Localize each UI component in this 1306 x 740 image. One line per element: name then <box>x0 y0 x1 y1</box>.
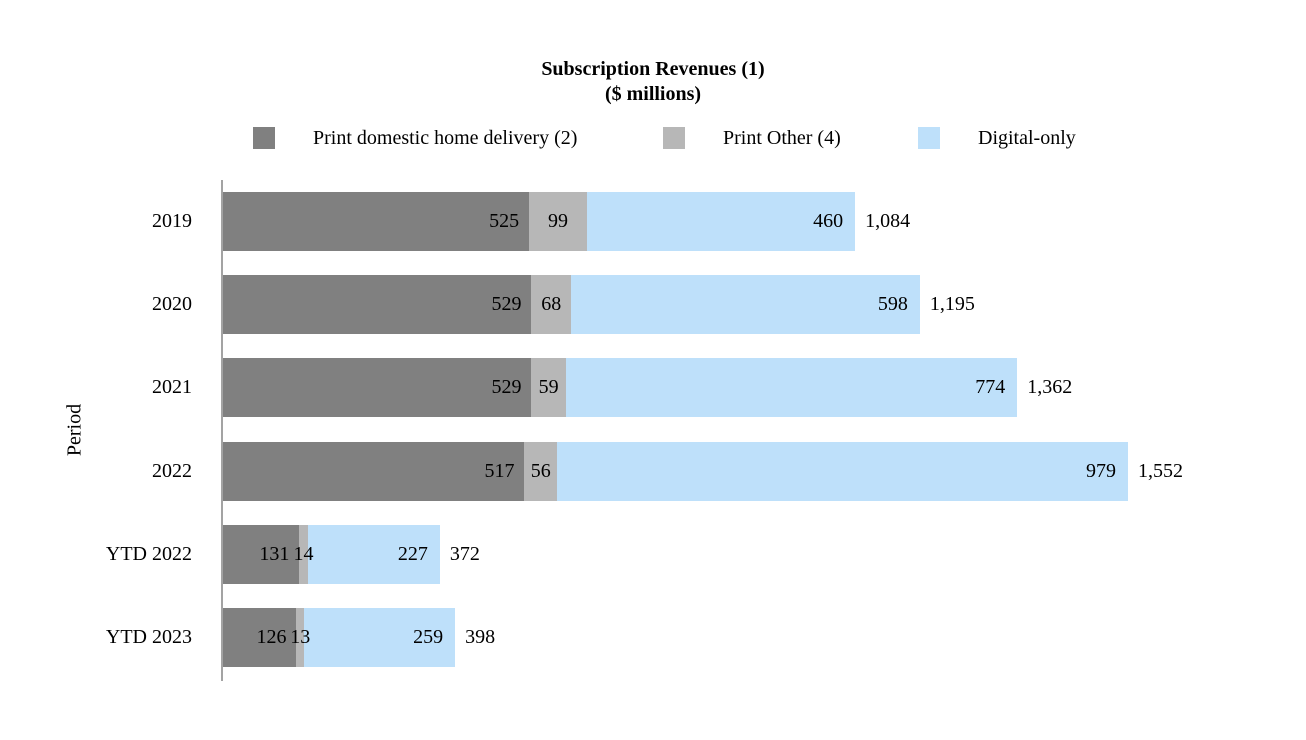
legend-swatch-print-domestic-home-delivery <box>253 127 275 149</box>
bar-segment-digital-only: 460 <box>586 192 856 251</box>
segment-value-label: 131 <box>259 543 290 565</box>
legend-swatch-print-other <box>663 127 685 149</box>
segment-value-label: 525 <box>489 210 520 232</box>
bar-segment-print-other: 56 <box>524 442 558 501</box>
bar-segment-digital-only: 259 <box>304 608 456 667</box>
total-value-label: 1,552 <box>1138 460 1183 482</box>
bar-segment-print-other: 13 <box>290 608 310 667</box>
chart-title: Subscription Revenues (1) <box>541 58 765 80</box>
bar-segment-print-domestic-home-delivery: 126 <box>223 608 297 667</box>
bar-row: 529 68 598 <box>223 275 920 334</box>
bar-segment-digital-only: 598 <box>571 275 920 334</box>
legend-item-digital-only: Digital-only <box>918 127 1076 149</box>
bar-segment-print-other: 68 <box>531 275 572 334</box>
bar-segment-print-domestic-home-delivery: 525 <box>223 192 530 251</box>
category-label: 2022 <box>152 460 192 482</box>
segment-value-label: 99 <box>547 210 568 232</box>
legend-label-digital-only: Digital-only <box>978 127 1076 149</box>
segment-value-label: 14 <box>293 543 314 565</box>
total-value-label: 372 <box>449 543 480 565</box>
legend-label-print-domestic-home-delivery: Print domestic home delivery (2) <box>313 127 578 149</box>
bar-segment-digital-only: 774 <box>565 358 1018 417</box>
segment-value-label: 774 <box>975 376 1006 398</box>
bar-row: 131 14 227 <box>223 525 440 584</box>
bar-segment-print-other: 59 <box>531 358 566 417</box>
category-label: 2020 <box>152 293 192 315</box>
bar-row: 126 13 259 <box>223 608 456 667</box>
bar-segment-print-other: 14 <box>293 525 313 584</box>
segment-value-label: 259 <box>413 626 444 648</box>
total-value-label: 1,362 <box>1027 376 1073 398</box>
legend-item-print-other: Print Other (4) <box>663 127 841 149</box>
total-value-label: 1,195 <box>929 293 975 315</box>
bar-segment-print-domestic-home-delivery: 529 <box>223 358 532 417</box>
legend-swatch-digital-only <box>918 127 940 149</box>
bar-row: 517 56 979 <box>223 442 1128 501</box>
bar-segment-print-domestic-home-delivery: 131 <box>223 525 300 584</box>
bar-segment-digital-only: 979 <box>557 442 1128 501</box>
total-value-label: 398 <box>465 626 496 648</box>
segment-value-label: 59 <box>538 376 559 398</box>
segment-value-label: 517 <box>484 460 515 482</box>
bar-segment-print-other: 99 <box>529 192 587 251</box>
category-label: 2019 <box>152 210 192 232</box>
legend-label-print-other: Print Other (4) <box>723 127 841 149</box>
segment-value-label: 598 <box>877 293 908 315</box>
segment-value-label: 68 <box>541 293 562 315</box>
segment-value-label: 529 <box>491 293 522 315</box>
category-label: 2021 <box>152 376 192 398</box>
bar-segment-print-domestic-home-delivery: 517 <box>223 442 525 501</box>
segment-value-label: 529 <box>491 376 522 398</box>
bar-row: 529 59 774 <box>223 358 1018 417</box>
category-label: YTD 2022 <box>105 543 192 565</box>
bar-segment-digital-only: 227 <box>307 525 440 584</box>
bar-row: 525 99 460 <box>223 192 856 251</box>
total-value-label: 1,084 <box>865 210 911 232</box>
segment-value-label: 979 <box>1085 460 1116 482</box>
segment-value-label: 460 <box>813 210 844 232</box>
segment-value-label: 56 <box>530 460 551 482</box>
segment-value-label: 227 <box>397 543 428 565</box>
category-label: YTD 2023 <box>105 626 192 648</box>
y-axis-line <box>221 180 223 681</box>
segment-value-label: 126 <box>256 626 287 648</box>
chart-subtitle: ($ millions) <box>604 83 702 105</box>
bar-segment-print-domestic-home-delivery: 529 <box>223 275 532 334</box>
legend-item-print-domestic-home-delivery: Print domestic home delivery (2) <box>253 127 577 149</box>
segment-value-label: 13 <box>290 626 311 648</box>
